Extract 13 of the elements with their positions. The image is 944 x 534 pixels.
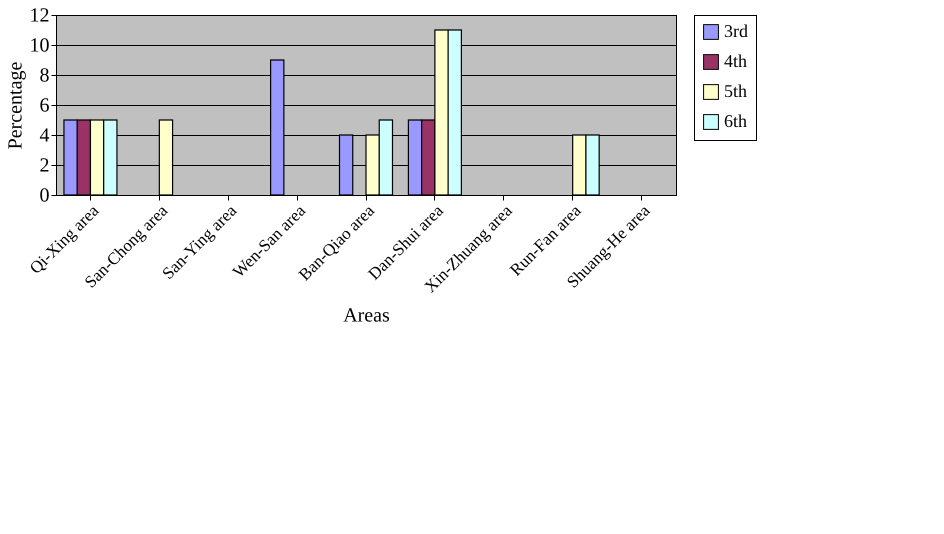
y-tick-label: 6 — [40, 94, 50, 116]
y-tick-label: 2 — [40, 154, 50, 176]
legend-label: 3rd — [724, 21, 748, 41]
y-axis-title: Percentage — [4, 62, 26, 150]
x-axis-title: Areas — [343, 304, 390, 327]
y-tick-label: 10 — [30, 34, 50, 56]
y-tick-label: 12 — [30, 4, 50, 26]
y-tick-label: 4 — [40, 124, 50, 146]
y-tick-label: 0 — [40, 184, 50, 206]
y-tick-label: 8 — [40, 64, 50, 86]
legend-label: 6th — [724, 111, 748, 131]
legend-label: 5th — [724, 81, 748, 101]
legend-label: 4th — [724, 51, 748, 71]
